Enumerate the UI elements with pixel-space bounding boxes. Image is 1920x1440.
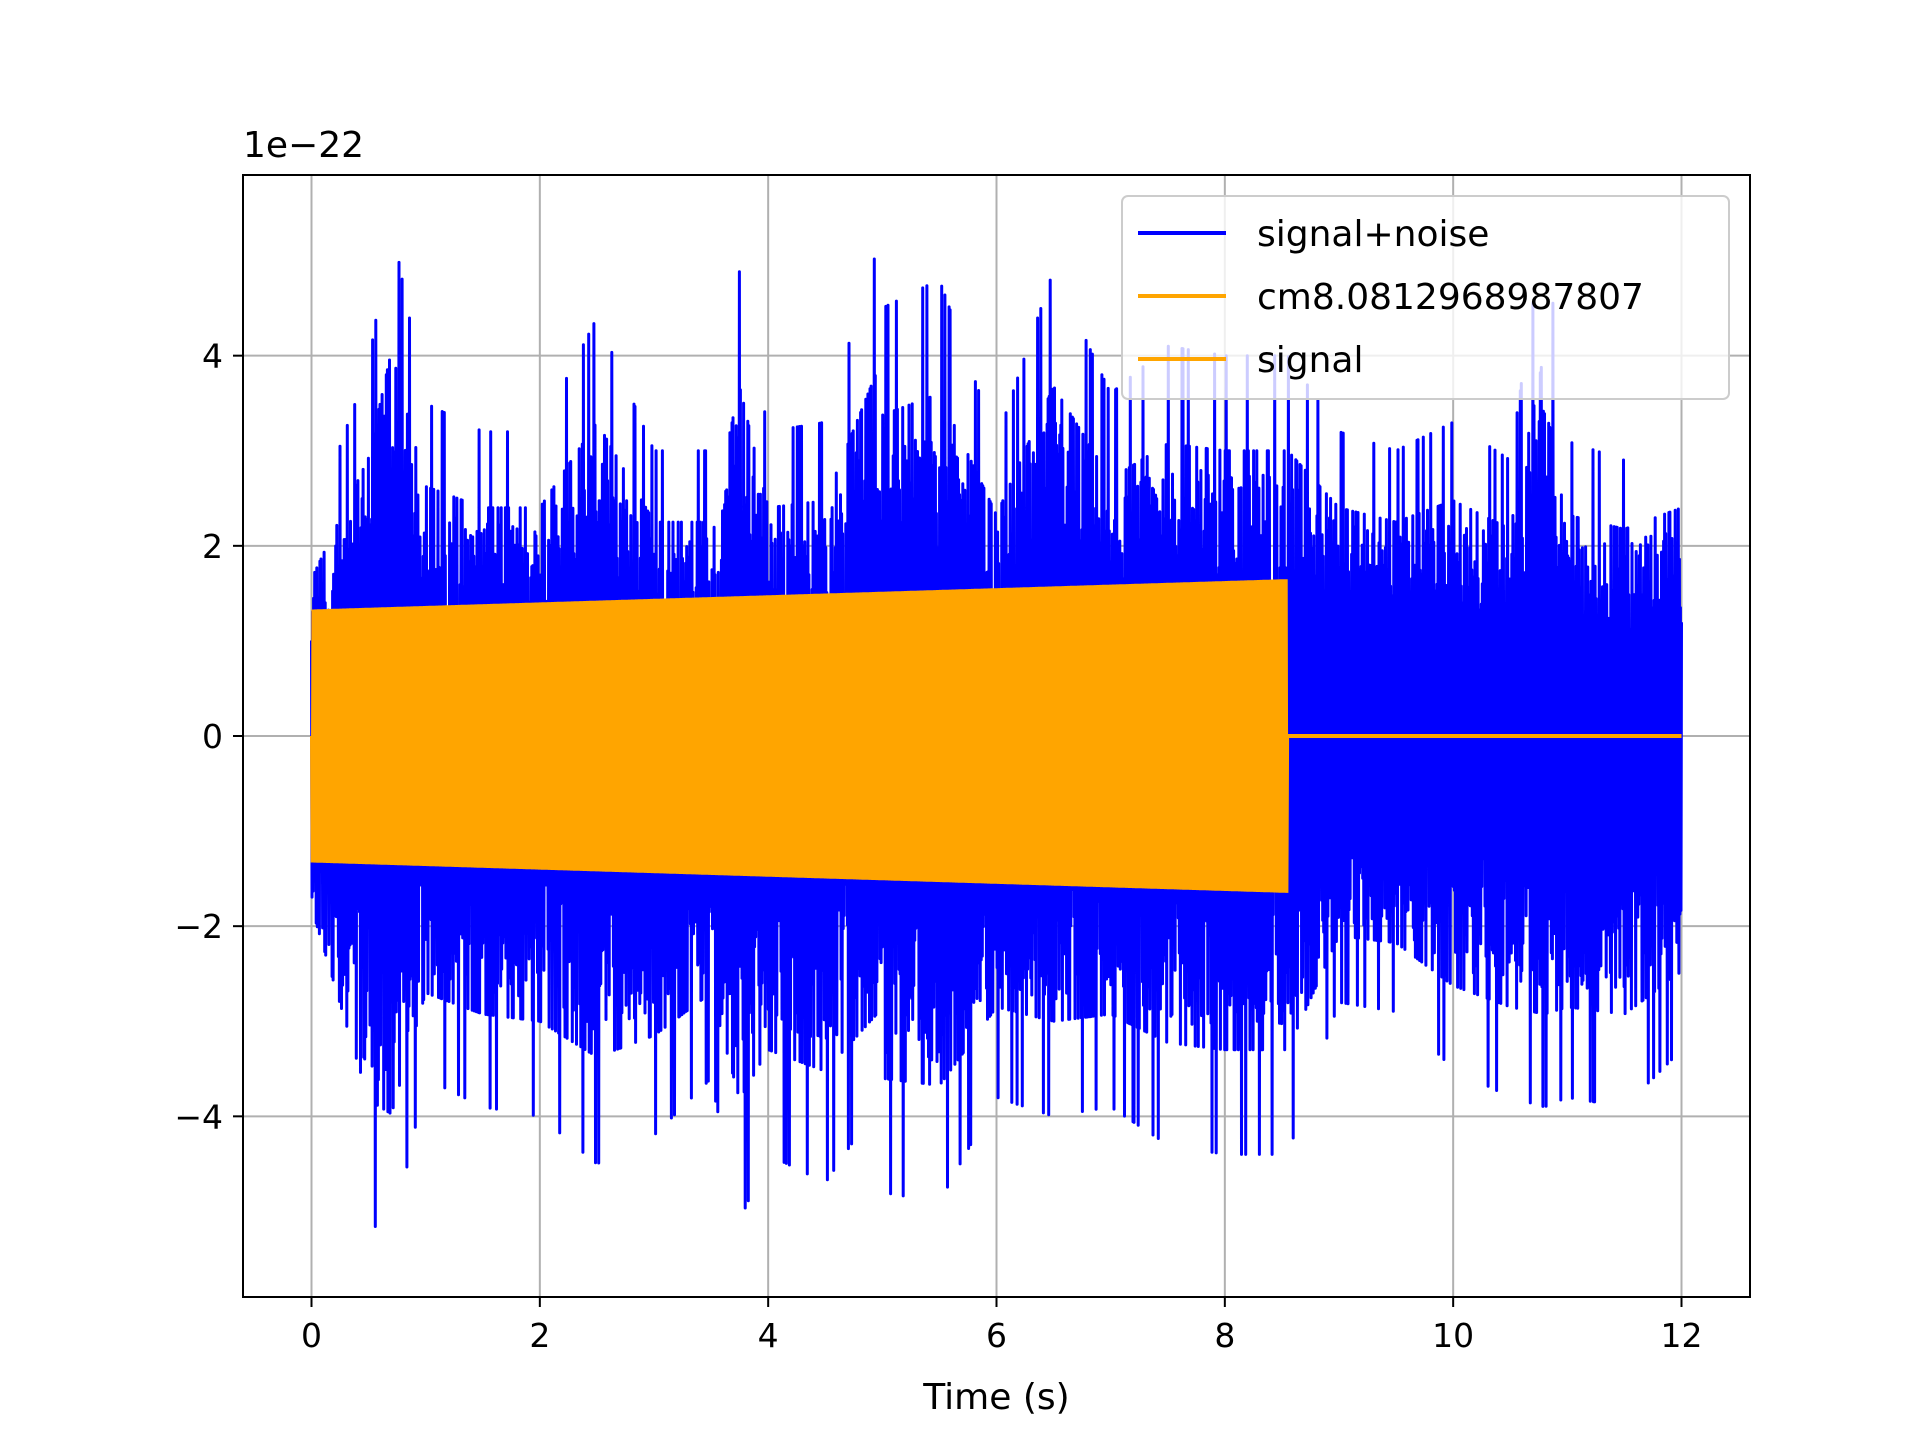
legend-label: cm8.0812968987807 xyxy=(1257,277,1644,318)
y-tick-label: −2 xyxy=(174,907,223,946)
legend-label: signal xyxy=(1257,340,1364,381)
x-tick-label: 12 xyxy=(1661,1316,1703,1355)
legend-label: signal+noise xyxy=(1257,214,1489,255)
x-tick-label: 6 xyxy=(986,1316,1007,1355)
series-cm-line xyxy=(310,579,1290,893)
legend: signal+noise cm8.0812968987807 signal xyxy=(1121,195,1730,400)
plot-area xyxy=(310,257,1683,1228)
y-tick-label: 0 xyxy=(202,717,223,756)
x-tick-label: 0 xyxy=(301,1316,322,1355)
x-tick-label: 2 xyxy=(529,1316,550,1355)
y-tick-label: −4 xyxy=(174,1097,223,1136)
x-tick-label: 10 xyxy=(1432,1316,1474,1355)
ticks: 0 2 4 6 8 10 12 −4 −2 0 2 4 xyxy=(174,337,1702,1355)
x-tick-label: 8 xyxy=(1214,1316,1235,1355)
x-tick-label: 4 xyxy=(758,1316,779,1355)
x-axis-label: Time (s) xyxy=(922,1377,1069,1418)
y-offset-label: 1e−22 xyxy=(243,125,364,166)
y-tick-label: 4 xyxy=(202,337,223,376)
y-tick-label: 2 xyxy=(202,527,223,566)
legend-box xyxy=(1121,195,1730,400)
